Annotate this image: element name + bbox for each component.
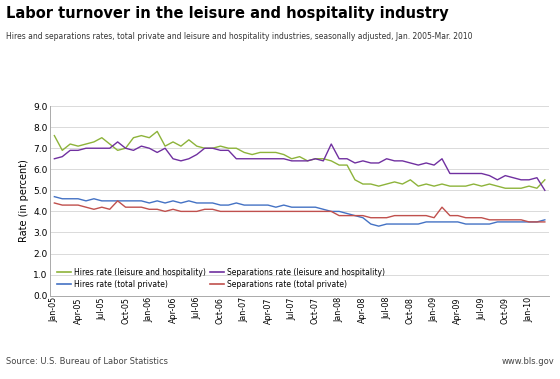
Y-axis label: Rate (in percent): Rate (in percent) (19, 160, 29, 242)
Text: Source: U.S. Bureau of Labor Statistics: Source: U.S. Bureau of Labor Statistics (6, 357, 167, 366)
Text: Hires and separations rates, total private and leisure and hospitality industrie: Hires and separations rates, total priva… (6, 32, 472, 41)
Text: www.bls.gov: www.bls.gov (502, 357, 554, 366)
Text: Labor turnover in the leisure and hospitality industry: Labor turnover in the leisure and hospit… (6, 6, 448, 21)
Legend: Hires rate (leisure and hospitality), Hires rate (total private), Separations ra: Hires rate (leisure and hospitality), Hi… (54, 265, 388, 292)
